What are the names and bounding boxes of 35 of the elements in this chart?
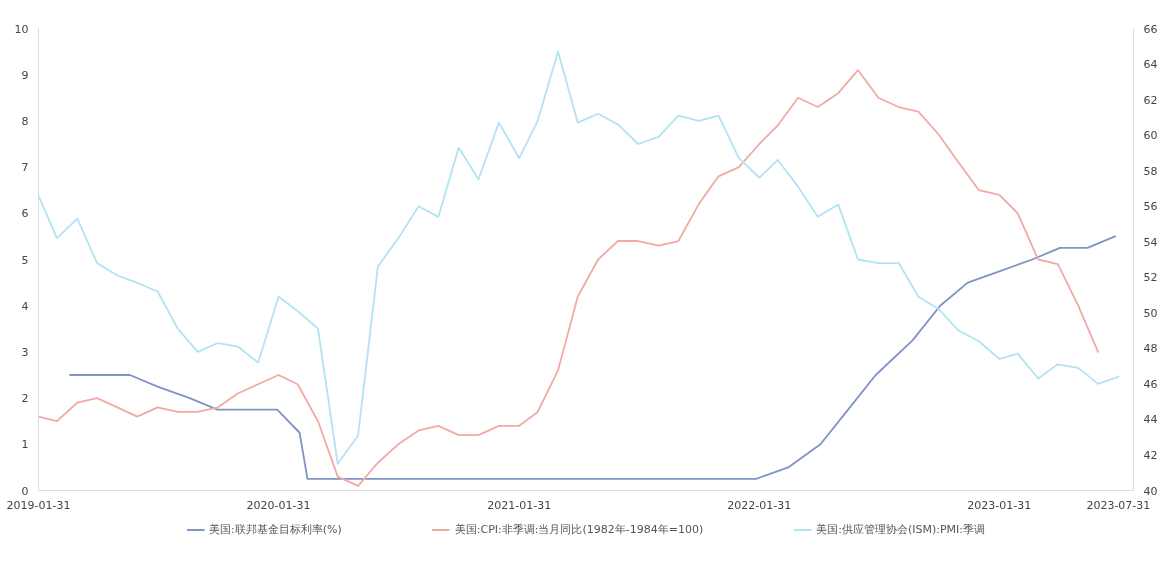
y-tick-label: 5 — [21, 253, 29, 267]
y2-tick-label: 48 — [1143, 342, 1158, 356]
legend-label: 美国:供应管理协会(ISM):PMI:季调 — [816, 521, 985, 537]
y-tick-label: 0 — [21, 484, 29, 498]
line-series — [69, 235, 1116, 480]
x-tick-label: 2021-01-31 — [487, 498, 552, 512]
y2-tick-label: 66 — [1143, 22, 1158, 36]
y2-tick-label: 52 — [1143, 271, 1158, 285]
y2-tick-label: 58 — [1143, 164, 1158, 178]
y2-tick-label: 46 — [1143, 377, 1158, 391]
y2-tick-label: 44 — [1143, 413, 1158, 427]
y-tick-label: 4 — [21, 299, 29, 313]
x-tick-label: 2022-01-31 — [727, 498, 792, 512]
y-tick-label: 6 — [21, 207, 29, 221]
x-tick-label: 2023-01-31 — [967, 498, 1032, 512]
y-tick-label: 9 — [21, 68, 29, 82]
y2-tick-label: 40 — [1143, 484, 1158, 498]
y2-tick-label: 42 — [1143, 448, 1158, 462]
legend-label: 美国:联邦基金目标利率(%) — [209, 521, 342, 537]
y2-tick-label: 54 — [1143, 235, 1158, 249]
x-tick-label: 2019-01-31 — [6, 498, 71, 512]
y-tick-label: 1 — [21, 438, 29, 452]
y-tick-label: 8 — [21, 114, 29, 128]
y2-tick-label: 62 — [1143, 93, 1158, 107]
y-tick-label: 3 — [21, 345, 29, 359]
legend-label: 美国:CPI:非季调:当月同比(1982年-1984年=100) — [454, 521, 704, 537]
y-tick-label: 7 — [21, 161, 29, 175]
y2-tick-label: 64 — [1143, 58, 1158, 72]
y2-tick-label: 56 — [1143, 200, 1158, 214]
y-tick-label: 10 — [14, 22, 29, 36]
x-tick-label: 2020-01-31 — [246, 498, 311, 512]
y2-tick-label: 60 — [1143, 129, 1158, 143]
y2-tick-label: 50 — [1143, 306, 1158, 320]
y-tick-label: 2 — [21, 392, 29, 406]
x-tick-label: 2023-07-31 — [1086, 498, 1151, 512]
